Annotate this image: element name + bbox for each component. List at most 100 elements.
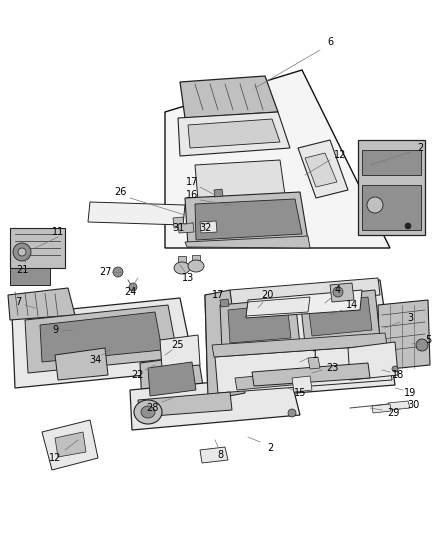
Polygon shape bbox=[40, 312, 162, 362]
Polygon shape bbox=[235, 372, 302, 390]
Text: 22: 22 bbox=[132, 370, 144, 380]
Text: 32: 32 bbox=[199, 223, 211, 233]
Polygon shape bbox=[292, 376, 312, 392]
Text: 24: 24 bbox=[124, 287, 136, 297]
Polygon shape bbox=[130, 375, 300, 430]
Polygon shape bbox=[220, 298, 300, 350]
Text: 8: 8 bbox=[217, 450, 223, 460]
Polygon shape bbox=[220, 299, 229, 307]
Polygon shape bbox=[200, 447, 228, 463]
Polygon shape bbox=[55, 432, 86, 457]
Text: 28: 28 bbox=[146, 403, 158, 413]
Polygon shape bbox=[185, 192, 308, 247]
Ellipse shape bbox=[174, 262, 190, 274]
Polygon shape bbox=[10, 268, 50, 285]
Polygon shape bbox=[195, 199, 302, 240]
Polygon shape bbox=[195, 160, 285, 200]
Polygon shape bbox=[305, 153, 337, 187]
Text: 17: 17 bbox=[212, 290, 224, 300]
Text: 25: 25 bbox=[172, 340, 184, 350]
Ellipse shape bbox=[18, 248, 26, 256]
Ellipse shape bbox=[405, 223, 411, 229]
Polygon shape bbox=[188, 119, 280, 148]
Polygon shape bbox=[88, 202, 185, 225]
Polygon shape bbox=[178, 112, 290, 156]
Polygon shape bbox=[12, 298, 195, 388]
Polygon shape bbox=[362, 150, 421, 175]
Text: 31: 31 bbox=[172, 223, 184, 233]
Text: 27: 27 bbox=[99, 267, 111, 277]
Polygon shape bbox=[348, 342, 398, 380]
Ellipse shape bbox=[113, 267, 123, 277]
Text: 20: 20 bbox=[261, 290, 273, 300]
Ellipse shape bbox=[129, 283, 137, 291]
Polygon shape bbox=[215, 345, 392, 393]
Polygon shape bbox=[358, 140, 425, 235]
Polygon shape bbox=[362, 185, 421, 230]
Polygon shape bbox=[246, 290, 362, 318]
Ellipse shape bbox=[134, 400, 162, 424]
Ellipse shape bbox=[141, 406, 155, 418]
Polygon shape bbox=[230, 278, 380, 305]
Text: 5: 5 bbox=[425, 335, 431, 345]
Polygon shape bbox=[8, 288, 75, 320]
Polygon shape bbox=[160, 335, 200, 368]
Polygon shape bbox=[298, 140, 348, 198]
Ellipse shape bbox=[13, 243, 31, 261]
Polygon shape bbox=[252, 363, 370, 386]
Text: 17: 17 bbox=[186, 177, 198, 187]
Polygon shape bbox=[205, 290, 245, 400]
Text: 23: 23 bbox=[326, 363, 338, 373]
Polygon shape bbox=[178, 223, 194, 233]
Bar bbox=[192, 255, 200, 267]
Polygon shape bbox=[180, 76, 278, 118]
Polygon shape bbox=[372, 404, 391, 413]
Polygon shape bbox=[228, 304, 291, 343]
Polygon shape bbox=[10, 228, 65, 268]
Text: 19: 19 bbox=[404, 388, 416, 398]
Text: 14: 14 bbox=[346, 300, 358, 310]
Polygon shape bbox=[246, 297, 310, 316]
Polygon shape bbox=[140, 355, 205, 405]
Text: 12: 12 bbox=[334, 150, 346, 160]
Polygon shape bbox=[165, 70, 390, 248]
Polygon shape bbox=[214, 189, 223, 197]
Polygon shape bbox=[25, 305, 178, 373]
Polygon shape bbox=[300, 290, 380, 344]
Polygon shape bbox=[308, 357, 320, 369]
Ellipse shape bbox=[392, 366, 398, 372]
Text: 21: 21 bbox=[16, 265, 28, 275]
Text: 4: 4 bbox=[335, 285, 341, 295]
Ellipse shape bbox=[188, 260, 204, 272]
Text: 30: 30 bbox=[407, 400, 419, 410]
Polygon shape bbox=[138, 392, 232, 417]
Text: 15: 15 bbox=[294, 388, 306, 398]
Text: 26: 26 bbox=[114, 187, 126, 197]
Text: 34: 34 bbox=[89, 355, 101, 365]
Polygon shape bbox=[330, 283, 354, 302]
Polygon shape bbox=[148, 362, 196, 396]
Polygon shape bbox=[185, 236, 310, 248]
Text: 29: 29 bbox=[387, 408, 399, 418]
Polygon shape bbox=[42, 420, 98, 470]
Ellipse shape bbox=[333, 287, 343, 297]
Text: 18: 18 bbox=[392, 370, 404, 380]
Polygon shape bbox=[308, 297, 372, 336]
Text: 13: 13 bbox=[182, 273, 194, 283]
Text: 12: 12 bbox=[49, 453, 61, 463]
Text: 9: 9 bbox=[52, 325, 58, 335]
Text: 7: 7 bbox=[15, 297, 21, 307]
Polygon shape bbox=[173, 217, 184, 228]
Ellipse shape bbox=[288, 409, 296, 417]
Ellipse shape bbox=[367, 197, 383, 213]
Polygon shape bbox=[205, 280, 395, 400]
Bar bbox=[178, 256, 186, 268]
Polygon shape bbox=[388, 401, 410, 410]
Polygon shape bbox=[200, 221, 217, 233]
Polygon shape bbox=[378, 300, 430, 370]
Text: 2: 2 bbox=[417, 143, 423, 153]
Polygon shape bbox=[212, 333, 387, 357]
Ellipse shape bbox=[416, 339, 428, 351]
Text: 2: 2 bbox=[267, 443, 273, 453]
Text: 11: 11 bbox=[52, 227, 64, 237]
